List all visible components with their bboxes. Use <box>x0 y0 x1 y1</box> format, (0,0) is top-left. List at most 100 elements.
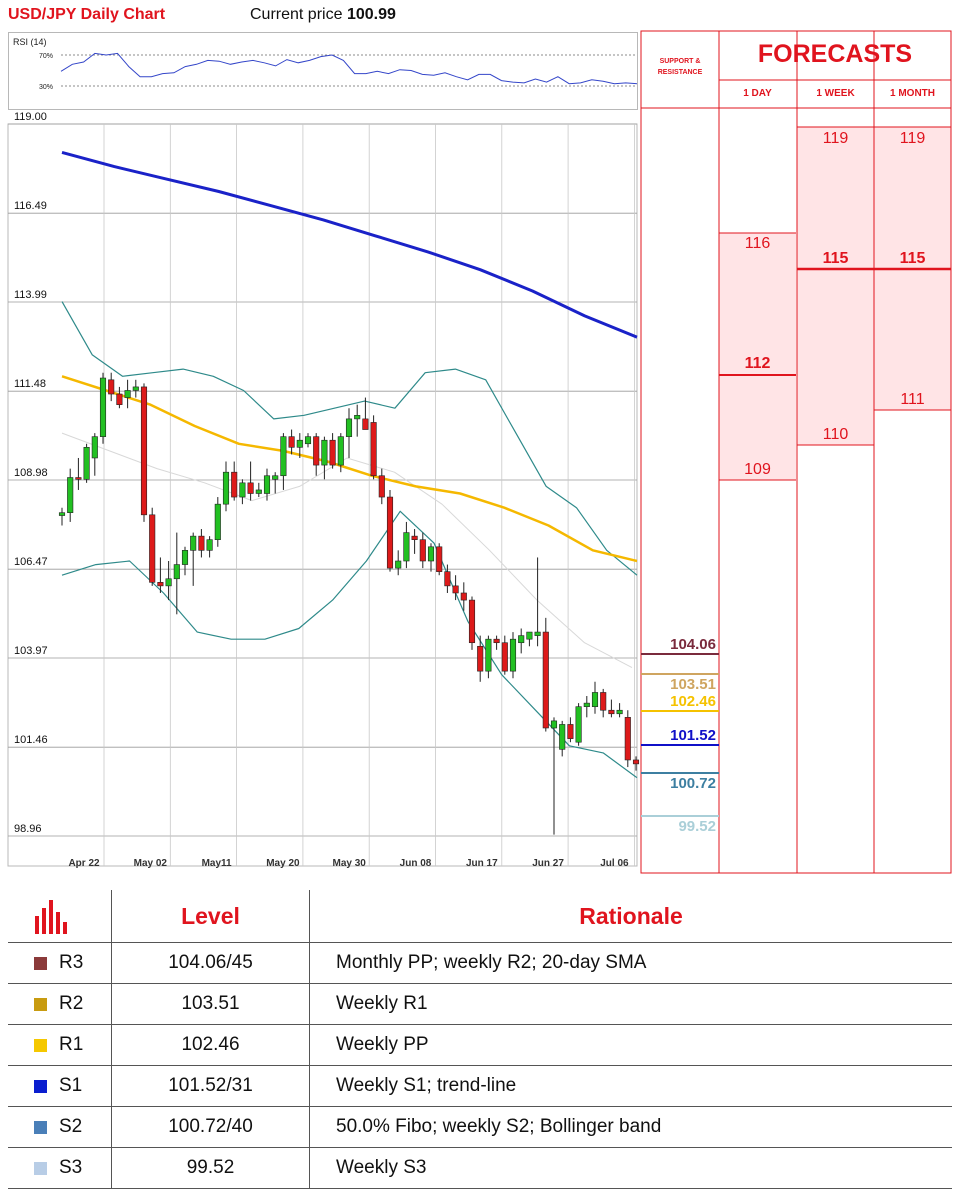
candle-body <box>280 436 287 477</box>
x-tick-label: Jul 06 <box>600 858 629 869</box>
candle-body <box>616 709 623 715</box>
rsi-level-label: 30% <box>39 84 53 91</box>
candle-body <box>591 692 599 707</box>
candle-body <box>526 631 533 640</box>
price-chart: 119.00 116.49 113.99 111.48 108.98 106.47 103.… <box>7 112 640 869</box>
level-value-cell: 104.06/45 <box>111 943 309 983</box>
rsi-panel: RSI (14) 70% 30% <box>8 32 638 110</box>
table-header-level: Level <box>111 890 309 942</box>
x-tick-label: May 30 <box>333 858 367 869</box>
table-row: S3 99.52 Weekly S3 <box>8 1148 952 1189</box>
candle-body <box>583 702 590 707</box>
sma50-line <box>61 375 638 563</box>
forecast-value: 110 <box>822 426 849 443</box>
forecast-value: 109 <box>744 461 771 478</box>
level-name: S2 <box>59 1116 83 1137</box>
forecast-col-1day: 1 DAY <box>743 88 772 99</box>
candle-body <box>321 439 328 466</box>
level-name-cell: R3 <box>8 943 110 983</box>
candle-body <box>542 631 549 729</box>
candle-body <box>214 503 221 540</box>
x-tick-label: May 02 <box>134 858 168 869</box>
candle-body <box>198 535 205 551</box>
candle-body <box>190 535 197 551</box>
y-tick-label: 106.47 <box>14 556 48 568</box>
table-header-rationale: Rationale <box>309 890 952 942</box>
candle-body <box>632 759 640 765</box>
candle-body <box>411 535 418 540</box>
level-name: R2 <box>59 993 84 1014</box>
candle-body <box>575 706 582 743</box>
x-tick-label: May11 <box>202 858 232 869</box>
sma200-line <box>61 150 638 339</box>
candle-body <box>600 692 607 711</box>
level-name: S1 <box>59 1075 83 1096</box>
candle-body <box>534 631 541 636</box>
candle-body <box>444 571 451 587</box>
candle-body <box>493 638 500 644</box>
rationale-cell: Monthly PP; weekly R2; 20-day SMA <box>309 943 952 983</box>
candle-body <box>403 532 410 562</box>
x-tick-label: Jun 08 <box>400 858 432 869</box>
candle-body <box>157 582 164 587</box>
rsi-plot: 70% 30% <box>39 52 638 91</box>
level-swatch <box>34 997 47 1011</box>
x-tick-label: May 20 <box>266 858 300 869</box>
level-name: R3 <box>59 952 84 973</box>
rationale-cell: 50.0% Fibo; weekly S2; Bollinger band <box>309 1107 952 1147</box>
current-price-value: 100.99 <box>346 6 396 23</box>
level-value-cell: 99.52 <box>111 1148 309 1188</box>
level-value-s2: 100.72 <box>670 775 716 792</box>
support-resistance-label: SUPPORT & RESISTANCE <box>657 58 703 76</box>
candle-body <box>149 514 156 583</box>
level-swatch <box>34 1038 47 1052</box>
candle-body <box>140 386 148 516</box>
forecasts-title: FORECASTS <box>757 40 913 68</box>
current-price-label: Current price <box>250 6 343 23</box>
level-value-cell: 101.52/31 <box>111 1066 309 1106</box>
candle-body <box>362 418 369 430</box>
forecast-range <box>797 127 874 445</box>
forecast-range <box>719 233 796 480</box>
candle-body <box>108 379 115 395</box>
forecast-value: 111 <box>900 391 925 408</box>
forecast-value: 115 <box>822 250 849 267</box>
candle-body <box>231 471 238 498</box>
candle-body <box>624 717 631 761</box>
candle-body <box>58 512 66 516</box>
candle-body <box>132 386 139 391</box>
candle-body <box>386 496 394 569</box>
candle-body <box>427 546 435 562</box>
level-swatch <box>34 1120 47 1134</box>
candle-body <box>436 546 443 572</box>
level-value-cell: 100.72/40 <box>111 1107 309 1147</box>
candle-body <box>509 638 517 672</box>
bollinger-lower-line <box>61 510 638 779</box>
candle-body <box>263 475 271 494</box>
level-name-cell: R2 <box>8 984 110 1024</box>
candle-body <box>239 482 246 498</box>
table-row: S2 100.72/40 50.0% Fibo; weekly S2; Bollin… <box>8 1107 952 1148</box>
y-tick-label: 119.00 <box>14 112 47 123</box>
candle-body <box>378 475 385 498</box>
y-tick-label: 113.99 <box>14 289 47 301</box>
level-value-cell: 103.51 <box>111 984 309 1024</box>
candle-body <box>124 390 131 398</box>
level-name-cell: S3 <box>8 1148 110 1188</box>
level-value-r1: 102.46 <box>670 693 716 710</box>
rsi-line <box>60 52 638 85</box>
level-value-s1: 101.52 <box>670 727 716 744</box>
table-row: R3 104.06/45 Monthly PP; weekly R2; 20-day… <box>8 943 952 984</box>
candle-body <box>165 578 172 587</box>
candle-body <box>518 635 525 644</box>
candle-body <box>288 436 295 448</box>
candle-body <box>313 436 320 466</box>
candle-body <box>567 724 574 739</box>
forecast-value: 119 <box>822 130 849 147</box>
candle-body <box>272 475 279 480</box>
candle-body <box>255 489 262 494</box>
candle-body <box>304 436 312 445</box>
level-value-r3: 104.06 <box>670 636 716 653</box>
candle-body <box>329 439 336 466</box>
candle-body <box>485 638 492 672</box>
